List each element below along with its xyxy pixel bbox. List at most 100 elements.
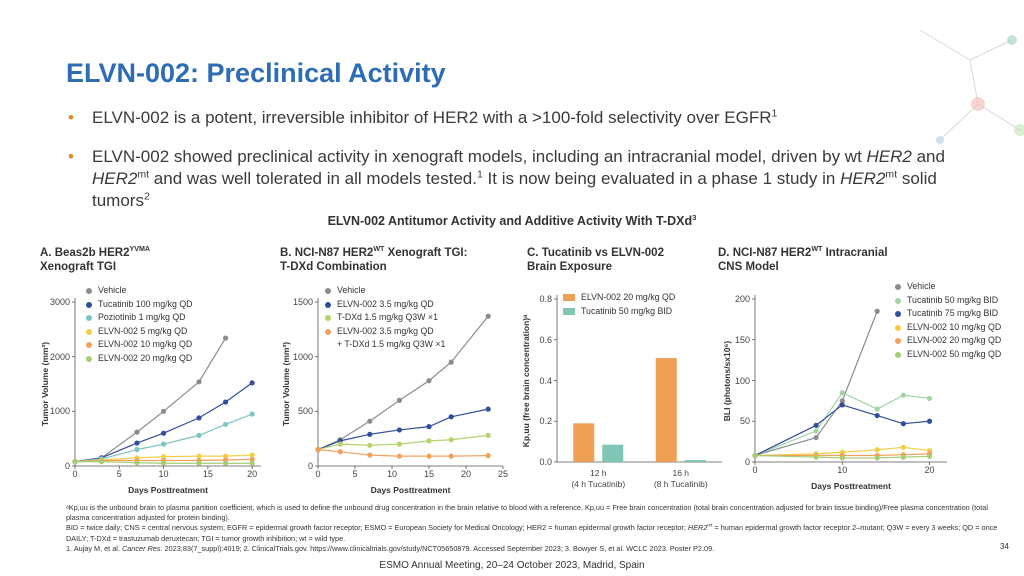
data-point — [249, 460, 255, 466]
data-point — [98, 459, 105, 465]
legend-marker — [325, 315, 331, 321]
text-run: Xenograft TGI: — [384, 247, 468, 259]
x-tick-label: 20 — [247, 469, 258, 479]
chart-title: A. Beas2b HER2YVMA Xenograft TGI — [40, 246, 150, 274]
legend-marker — [325, 288, 331, 294]
data-point — [222, 399, 229, 405]
x-tick-label: 20 — [924, 465, 935, 475]
data-point — [448, 437, 454, 443]
legend-marker — [895, 297, 901, 304]
legend-label: Tucatinib 50 mg/kg BID — [581, 305, 673, 316]
legend-entry: Vehicle — [325, 284, 445, 298]
legend-marker — [86, 288, 92, 294]
legend-entry: Tucatinib 100 mg/kg QD — [86, 298, 193, 312]
data-point — [367, 431, 373, 437]
x-tick-label: 15 — [423, 469, 435, 479]
data-point — [900, 392, 906, 398]
y-axis-label: Tumor Volume (mm³) — [281, 341, 291, 427]
text-run: Cancer Res. — [121, 543, 163, 553]
x-tick-label: 0 — [72, 469, 78, 479]
series-line — [755, 453, 930, 457]
text-run: 1. Aujay M, et al. — [66, 543, 122, 553]
data-point — [485, 313, 491, 319]
text-run: ELVN-002 Antitumor Activity and Additive… — [327, 214, 693, 228]
x-axis-label: Days Posttreatment — [370, 485, 451, 495]
y-tick-label: 1500 — [292, 297, 313, 307]
data-point — [367, 442, 373, 448]
y-tick-label: 50 — [739, 416, 750, 427]
data-point — [900, 444, 906, 450]
text-run: 2023;83(7_suppl):4019; 2. ClinicalTrials… — [162, 543, 715, 553]
data-point — [839, 455, 845, 461]
data-point — [196, 415, 202, 421]
data-point — [926, 453, 933, 459]
data-point — [337, 449, 343, 455]
text-run: HER2 — [840, 169, 886, 188]
data-point — [448, 453, 454, 459]
data-point — [196, 460, 202, 466]
footnote: ᵃKp,uu is the unbound brain to plasma pa… — [66, 503, 1001, 523]
data-point — [134, 440, 140, 446]
legend-marker — [895, 338, 901, 344]
legend-label: T-DXd 1.5 mg/kg Q3W ×1 — [337, 312, 438, 322]
legend: Vehicle Tucatinib 50 mg/kg BID Tucatinib 7… — [895, 280, 1001, 361]
chart-title-line: Brain Exposure — [527, 260, 664, 274]
data-point — [426, 438, 432, 444]
legend-label: ELVN-002 5 mg/kg QD — [98, 325, 188, 336]
legend-entry: ELVN-002 10 mg/kg QD — [86, 338, 193, 352]
data-point — [249, 456, 255, 463]
legend-entry: Poziotinib 1 mg/kg QD — [86, 311, 193, 325]
y-tick-label: 0 — [744, 457, 750, 467]
y-tick-label: 0.6 — [539, 334, 552, 345]
data-point — [485, 453, 491, 459]
data-point — [396, 453, 402, 459]
x-axis-label: Days Posttreatment — [811, 481, 891, 491]
chart-title-line: C. Tucatinib vs ELVN-002 — [527, 246, 664, 260]
legend-label: ELVN-002 10 mg/kg QD — [98, 339, 193, 349]
legend-label: Tucatinib 75 mg/kg BID — [907, 308, 999, 318]
legend-marker — [325, 328, 331, 335]
series-line — [754, 311, 878, 457]
legend-label: ELVN-002 3.5 mg/kg QD + T-DXd 1.5 mg/kg … — [337, 325, 446, 350]
x-tick-label: 10 — [158, 469, 169, 479]
data-point — [315, 447, 321, 453]
series-line — [754, 446, 930, 457]
text-run: 1 — [476, 168, 483, 181]
chart-title: D. NCI-N87 HER2WT Intracranial CNS Model — [718, 246, 888, 274]
y-tick-label: 1000 — [49, 406, 70, 417]
series-line — [754, 454, 930, 459]
x-tick-label: 25 — [497, 469, 509, 479]
chart-title: B. NCI-N87 HER2WT Xenograft TGI: T-DXd Co… — [280, 246, 467, 274]
legend-marker — [895, 324, 901, 331]
x-tick-label: 10 — [386, 469, 398, 479]
data-point — [222, 421, 229, 428]
bar — [602, 444, 624, 462]
legend-marker — [86, 301, 92, 308]
data-point — [426, 378, 432, 384]
legend-entry: ELVN-002 50 mg/kg QD — [895, 348, 1001, 362]
text-run: and was well tolerated in all models tes… — [149, 169, 477, 188]
data-point — [367, 452, 373, 458]
legend: Vehicle ELVN-002 3.5 mg/kg QD T-DXd 1.5 mg… — [325, 284, 445, 352]
chart-title-line: T-DXd Combination — [280, 260, 467, 274]
legend-entry: ELVN-002 20 mg/kg QD — [563, 291, 675, 305]
data-point — [926, 395, 933, 402]
data-point — [485, 432, 491, 438]
data-point — [426, 453, 432, 459]
legend-label: ELVN-002 20 mg/kg QD — [907, 335, 1002, 345]
data-point — [874, 447, 880, 453]
text-run: = human epidermal growth factor receptor… — [66, 523, 998, 543]
data-point — [926, 418, 933, 424]
text-run: BID = twice daily; CNS = central nervous… — [66, 523, 688, 533]
x-tick-label: 15 — [202, 469, 213, 479]
legend-label: Vehicle — [907, 281, 936, 291]
legend-marker — [895, 284, 901, 290]
text-run: C. Tucatinib vs ELVN-002 — [527, 247, 664, 259]
x-tick-label: 0 — [315, 469, 321, 479]
data-point — [839, 398, 845, 404]
x-tick-label: 5 — [352, 469, 358, 479]
legend-entry: Vehicle — [86, 284, 193, 298]
bar — [684, 459, 706, 462]
